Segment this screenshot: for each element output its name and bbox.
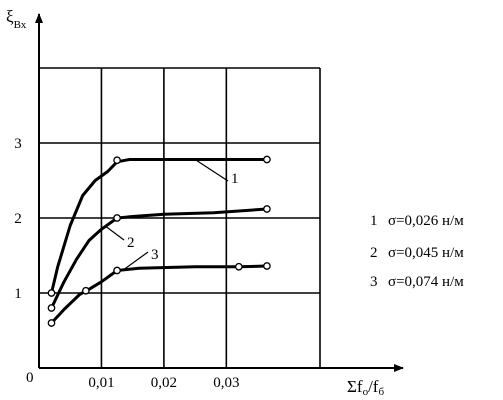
grid	[39, 67, 321, 368]
y-tick-label-2: 2	[14, 211, 22, 227]
legend-number-1: 1	[370, 213, 378, 229]
origin-label: 0	[26, 370, 34, 386]
series-label-leader-1	[194, 158, 229, 182]
series-1-marker-2	[113, 156, 121, 165]
series-3-marker-5	[263, 262, 271, 270]
legend-text-2: σ=0,045 н/м	[388, 245, 464, 261]
axes	[35, 13, 404, 372]
y-tick-label-3: 3	[14, 136, 22, 152]
series-1-marker-1	[47, 289, 56, 297]
legend-text-1: σ=0,026 н/м	[388, 213, 464, 229]
series-3-marker-2	[81, 286, 90, 295]
legend-number-3: 3	[370, 274, 378, 290]
series-line-1	[50, 158, 267, 294]
x-tick-label-1: 0,01	[88, 375, 114, 391]
series-label-leader-2	[104, 225, 125, 241]
y-axis-label: ξВх	[6, 7, 27, 31]
x-tick-label-3: 0,03	[213, 375, 239, 391]
series-label-2: 2	[127, 235, 135, 251]
series: 1 23	[47, 155, 271, 327]
series-2-marker-2	[113, 214, 121, 222]
y-tick-label-1: 1	[14, 286, 22, 302]
series-label-3: 3	[151, 247, 159, 263]
series-3-marker-3	[113, 266, 121, 275]
series-1-marker-3	[263, 155, 271, 164]
legend-number-2: 2	[370, 245, 378, 261]
series-label-1: 1	[231, 171, 239, 187]
series-3-marker-1	[47, 319, 56, 327]
series-line-3	[50, 264, 267, 325]
x-axis-label: Σfо/fб	[347, 377, 384, 398]
series-line-2	[50, 207, 268, 309]
legend-text-3: σ=0,074 н/м	[388, 274, 464, 290]
series-label-leader-3	[124, 251, 149, 270]
series-2-marker-1	[47, 304, 56, 312]
series-3-marker-4	[234, 262, 243, 271]
legend: 1 σ=0,026 н/м 2 σ=0,045 н/м 3 σ=0,074 н/…	[370, 213, 464, 290]
series-2-marker-3	[263, 205, 271, 213]
x-tick-label-2: 0,02	[151, 375, 177, 391]
